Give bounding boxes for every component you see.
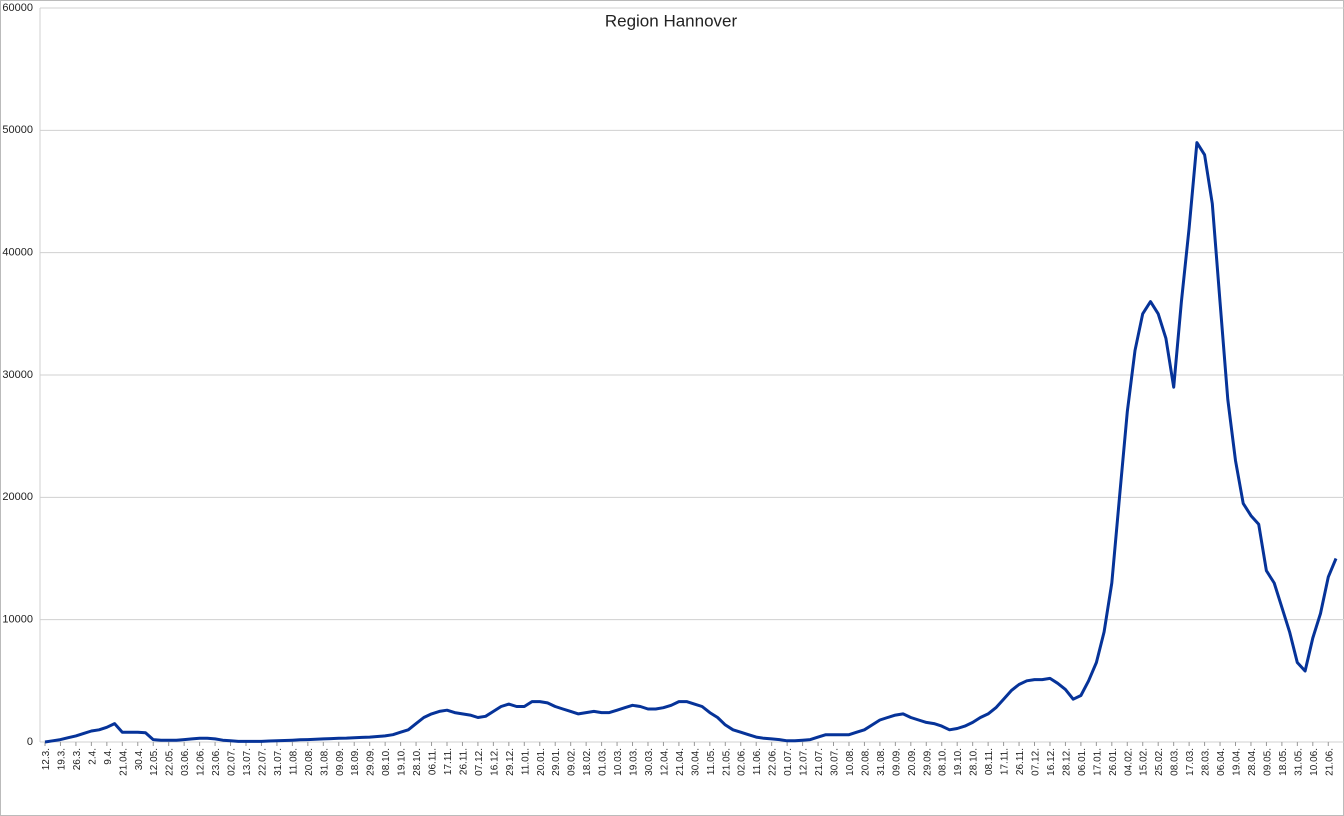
x-tick-label: 9.4. [103, 748, 114, 765]
x-tick-label: 28.04. [1247, 748, 1258, 776]
x-tick-label: 19.10. [953, 748, 964, 776]
x-tick-label: 26.01. [1108, 748, 1119, 776]
x-tick-label: 21.04. [675, 748, 686, 776]
y-tick-label: 50000 [2, 124, 33, 136]
x-tick-label: 29.12. [505, 748, 516, 776]
x-tick-label: 18.02. [582, 748, 593, 776]
x-tick-label: 06.11. [428, 748, 439, 775]
x-tick-label: 01.07. [783, 748, 794, 776]
x-tick-label: 12.04. [659, 748, 670, 776]
x-tick-label: 30.03. [644, 748, 655, 776]
x-tick-label: 19.03. [629, 748, 640, 776]
x-tick-label: 03.06. [180, 748, 191, 776]
x-tick-label: 12.06. [196, 748, 207, 776]
y-tick-label: 40000 [2, 247, 33, 259]
x-tick-label: 09.02. [567, 748, 578, 776]
x-tick-label: 11.08. [288, 748, 299, 775]
x-tick-label: 12.05. [149, 748, 160, 776]
y-tick-label: 10000 [2, 614, 33, 626]
y-tick-label: 0 [27, 736, 33, 748]
x-tick-label: 28.12. [1061, 748, 1072, 776]
x-tick-label: 17.11. [443, 748, 454, 775]
x-tick-label: 23.06. [211, 748, 222, 776]
x-tick-label: 02.07. [227, 748, 238, 776]
x-tick-label: 19.3. [56, 748, 67, 770]
x-tick-label: 29.09. [366, 748, 377, 776]
x-tick-label: 16.12. [1046, 748, 1057, 776]
x-tick-label: 29.09. [922, 748, 933, 776]
x-tick-label: 30.07. [830, 748, 841, 776]
x-tick-label: 07.12. [1031, 748, 1042, 776]
x-tick-label: 18.09. [350, 748, 361, 776]
x-tick-label: 07.12. [474, 748, 485, 776]
y-tick-label: 20000 [2, 491, 33, 503]
x-tick-label: 20.01. [536, 748, 547, 776]
x-tick-label: 10.03. [613, 748, 624, 776]
x-tick-label: 19.10. [397, 748, 408, 776]
x-tick-label: 21.07. [814, 748, 825, 776]
x-tick-label: 12.07. [799, 748, 810, 776]
x-tick-label: 22.05. [165, 748, 176, 776]
x-tick-label: 10.06. [1309, 748, 1320, 776]
x-tick-label: 26.3. [72, 748, 83, 770]
x-tick-label: 20.08. [304, 748, 315, 776]
x-tick-label: 18.05. [1278, 748, 1289, 776]
x-tick-label: 31.08. [319, 748, 330, 776]
x-tick-label: 30.4. [134, 748, 145, 770]
x-tick-label: 26.11. [458, 748, 469, 775]
x-tick-label: 20.09. [907, 748, 918, 776]
x-tick-label: 16.12. [489, 748, 500, 776]
x-tick-label: 31.08. [876, 748, 887, 776]
x-tick-label: 08.11. [984, 748, 995, 775]
x-tick-label: 09.05. [1262, 748, 1273, 776]
x-tick-label: 02.06. [737, 748, 748, 776]
x-tick-label: 17.01. [1092, 748, 1103, 776]
x-tick-label: 22.07. [257, 748, 268, 776]
x-tick-label: 31.07. [273, 748, 284, 776]
y-tick-label: 30000 [2, 369, 33, 381]
x-tick-label: 08.10. [938, 748, 949, 776]
x-tick-label: 11.05. [706, 748, 717, 775]
x-tick-label: 06.04. [1216, 748, 1227, 776]
x-tick-label: 06.01. [1077, 748, 1088, 776]
y-tick-label: 60000 [2, 2, 33, 14]
x-tick-label: 31.05. [1293, 748, 1304, 776]
x-tick-label: 09.09. [335, 748, 346, 776]
x-tick-label: 11.01. [520, 748, 531, 775]
x-tick-label: 28.10. [412, 748, 423, 776]
x-tick-label: 12.3. [41, 748, 52, 770]
x-tick-label: 15.02. [1139, 748, 1150, 776]
x-tick-label: 21.05. [721, 748, 732, 776]
x-tick-label: 17.11. [1000, 748, 1011, 775]
x-tick-label: 22.06. [768, 748, 779, 776]
x-tick-label: 17.03. [1185, 748, 1196, 776]
x-tick-label: 11.06. [752, 748, 763, 775]
data-line [44, 141, 1338, 744]
x-tick-label: 28.03. [1201, 748, 1212, 776]
x-tick-label: 28.10. [969, 748, 980, 776]
x-tick-label: 13.07. [242, 748, 253, 776]
x-tick-label: 26.11. [1015, 748, 1026, 775]
x-tick-label: 20.08. [860, 748, 871, 776]
x-tick-label: 21.06. [1324, 748, 1335, 776]
x-tick-label: 08.03. [1170, 748, 1181, 776]
x-tick-label: 2.4. [87, 748, 98, 765]
x-tick-label: 08.10. [381, 748, 392, 776]
x-tick-label: 09.09. [891, 748, 902, 776]
x-tick-label: 30.04. [690, 748, 701, 776]
x-tick-label: 01.03. [598, 748, 609, 776]
chart-title: Region Hannover [605, 11, 738, 30]
x-tick-label: 19.04. [1232, 748, 1243, 776]
x-tick-label: 25.02. [1154, 748, 1165, 776]
x-tick-label: 21.04. [118, 748, 129, 776]
x-tick-label: 29.01. [551, 748, 562, 776]
x-tick-label: 10.08. [845, 748, 856, 776]
x-tick-label: 04.02. [1123, 748, 1134, 776]
